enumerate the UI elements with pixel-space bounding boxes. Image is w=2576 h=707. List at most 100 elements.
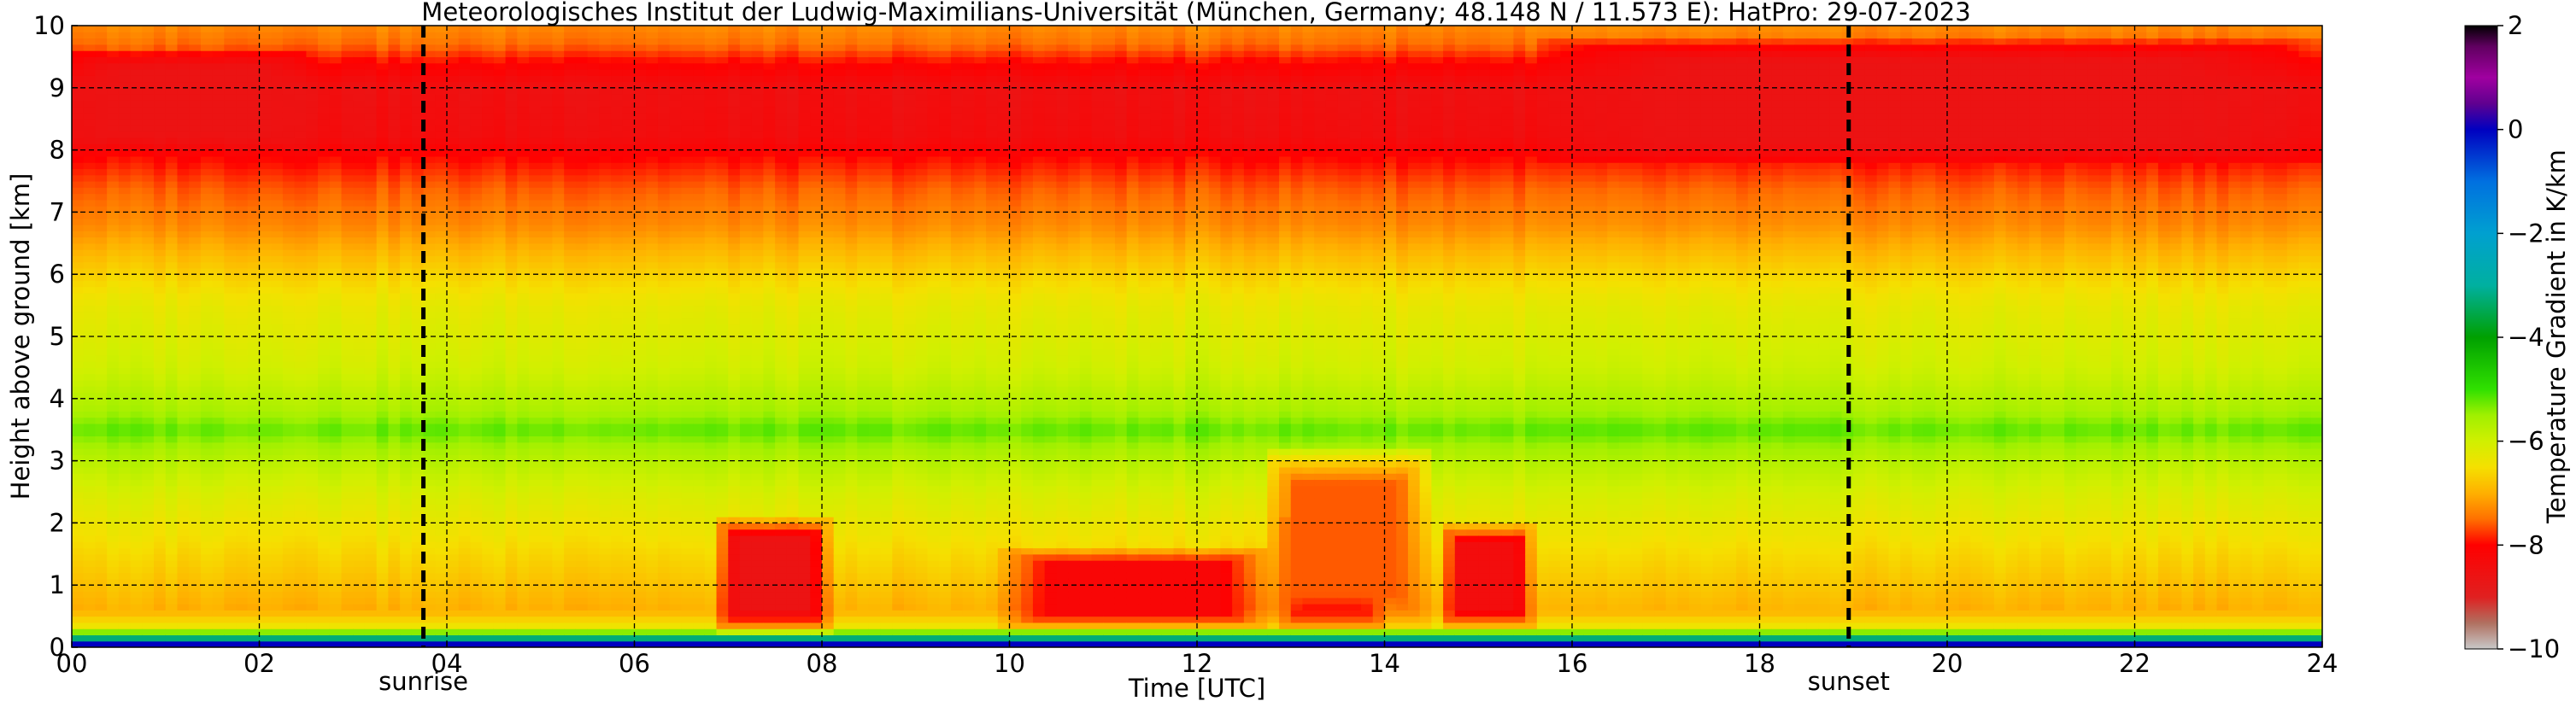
heatmap-cell: [388, 485, 401, 493]
heatmap-cell: [517, 454, 530, 462]
heatmap-cell: [423, 379, 436, 387]
heatmap-cell: [529, 199, 542, 207]
heatmap-cell: [552, 50, 565, 57]
heatmap-cell: [224, 193, 237, 201]
heatmap-cell: [482, 460, 495, 468]
heatmap-cell: [130, 523, 143, 530]
heatmap-cell: [95, 361, 108, 368]
heatmap-cell: [95, 218, 108, 225]
heatmap-cell: [282, 604, 296, 611]
heatmap-cell: [318, 454, 331, 462]
heatmap-cell: [575, 38, 589, 45]
heatmap-cell: [72, 68, 85, 76]
heatmap-cell: [177, 610, 190, 617]
heatmap-cell: [435, 373, 448, 381]
heatmap-cell: [634, 553, 647, 561]
heatmap-cell: [341, 119, 354, 126]
heatmap-cell: [189, 168, 202, 176]
heatmap-cell: [271, 523, 284, 530]
heatmap-cell: [622, 541, 636, 549]
heatmap-cell: [458, 119, 472, 126]
heatmap-cell: [107, 299, 120, 307]
heatmap-cell: [411, 75, 425, 83]
heatmap-cell: [165, 441, 179, 449]
heatmap-cell: [435, 454, 448, 462]
heatmap-cell: [341, 454, 354, 462]
heatmap-cell: [72, 423, 85, 430]
heatmap-cell: [271, 168, 284, 176]
heatmap-cell: [493, 280, 507, 288]
heatmap-cell: [200, 622, 214, 629]
heatmap-cell: [154, 640, 167, 647]
heatmap-cell: [318, 547, 331, 555]
heatmap-cell: [200, 286, 214, 294]
heatmap-cell: [388, 174, 401, 182]
heatmap-cell: [353, 206, 366, 213]
heatmap-cell: [236, 26, 249, 32]
heatmap-cell: [447, 640, 460, 647]
heatmap-cell: [72, 280, 85, 288]
heatmap-cell: [411, 367, 425, 375]
heatmap-cell: [118, 81, 132, 89]
heatmap-cell: [142, 441, 155, 449]
heatmap-cell: [271, 299, 284, 307]
heatmap-cell: [564, 143, 577, 151]
heatmap-cell: [435, 249, 448, 256]
heatmap-cell: [236, 585, 249, 593]
heatmap-cell: [470, 311, 483, 318]
heatmap-cell: [212, 44, 225, 51]
heatmap-cell: [271, 94, 284, 101]
heatmap-cell: [540, 361, 554, 368]
heatmap-cell: [118, 628, 132, 636]
heatmap-cell: [353, 479, 366, 487]
heatmap-cell: [388, 212, 401, 219]
heatmap-cell: [646, 348, 659, 356]
heatmap-cell: [505, 106, 518, 114]
heatmap-cell: [329, 237, 343, 244]
heatmap-cell: [552, 597, 565, 605]
heatmap-cell: [83, 286, 97, 294]
heatmap-cell: [306, 155, 319, 163]
heatmap-cell: [95, 566, 108, 574]
heatmap-cell: [329, 280, 343, 288]
heatmap-cell: [540, 255, 554, 263]
heatmap-cell: [505, 628, 518, 636]
heatmap-cell: [552, 517, 565, 523]
heatmap-cell: [353, 417, 366, 424]
heatmap-cell: [505, 330, 518, 337]
heatmap-cell: [118, 566, 132, 574]
heatmap-cell: [587, 242, 600, 250]
heatmap-cell: [200, 206, 214, 213]
heatmap-cell: [611, 423, 624, 430]
heatmap-cell: [517, 553, 530, 561]
heatmap-cell: [470, 32, 483, 39]
heatmap-cell: [529, 330, 542, 337]
heatmap-cell: [118, 367, 132, 375]
heatmap-cell: [341, 597, 354, 605]
heatmap-cell: [575, 212, 589, 219]
heatmap-cell: [575, 566, 589, 574]
heatmap-cell: [118, 187, 132, 195]
heatmap-cell: [376, 181, 390, 188]
heatmap-cell: [72, 517, 85, 523]
heatmap-cell: [540, 286, 554, 294]
heatmap-cell: [247, 342, 261, 350]
heatmap-cell: [376, 485, 390, 493]
heatmap-cell: [517, 218, 530, 225]
heatmap-cell: [458, 75, 472, 83]
heatmap-cell: [423, 435, 436, 443]
heatmap-cell: [318, 441, 331, 449]
heatmap-cell: [95, 174, 108, 182]
heatmap-cell: [364, 26, 378, 32]
heatmap-cell: [341, 242, 354, 250]
heatmap-cell: [423, 535, 436, 542]
heatmap-cell: [564, 604, 577, 611]
heatmap-cell: [329, 448, 343, 455]
heatmap-cell: [259, 423, 272, 430]
heatmap-cell: [634, 131, 647, 138]
heatmap-cell: [236, 181, 249, 188]
heatmap-cell: [282, 585, 296, 593]
heatmap-cell: [341, 379, 354, 387]
heatmap-cell: [177, 181, 190, 188]
heatmap-cell: [388, 610, 401, 617]
